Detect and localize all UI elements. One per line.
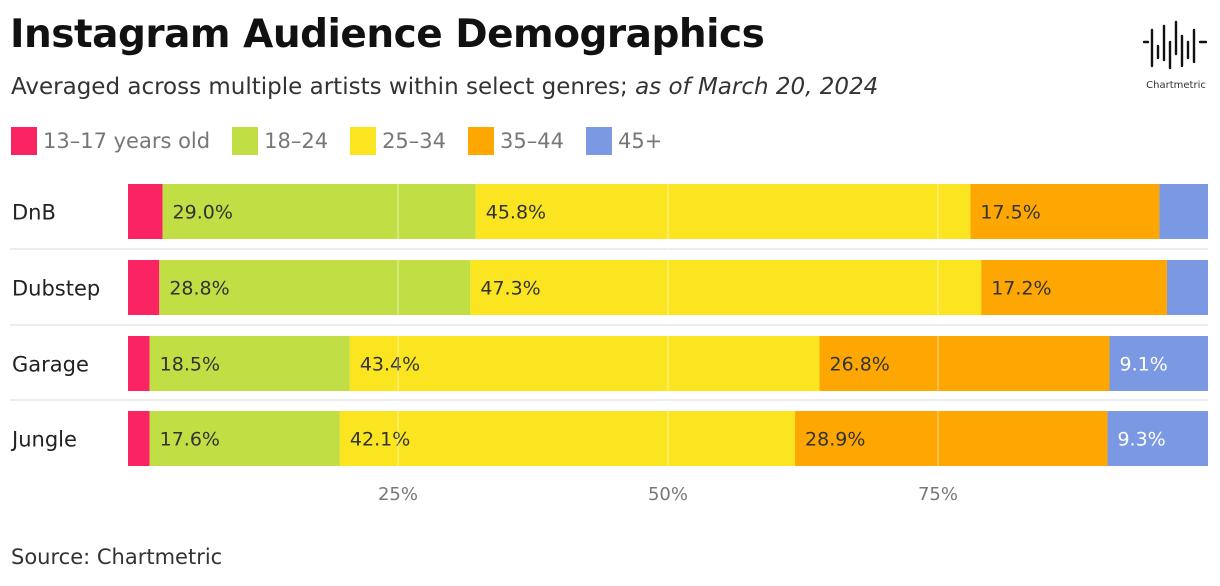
bar-segment — [819, 336, 1110, 391]
bar-segment — [1166, 260, 1208, 315]
legend-label: 35–44 — [500, 129, 564, 153]
data-label: 42.1% — [350, 429, 410, 451]
data-label: 17.5% — [980, 202, 1040, 224]
bar-segment — [970, 184, 1160, 239]
category-label: Garage — [12, 353, 89, 377]
legend-swatch — [11, 127, 37, 155]
legend-label: 25–34 — [382, 129, 447, 153]
bar-segment — [162, 184, 476, 239]
legend-swatch — [350, 127, 377, 155]
subtitle-main: Averaged across multiple artists within … — [11, 74, 636, 100]
category-label: Dubstep — [12, 277, 100, 301]
legend-item: 13–17 years old — [11, 127, 210, 155]
bar-segment — [1109, 336, 1208, 391]
legend-label: 18–24 — [264, 129, 329, 153]
data-label: 43.4% — [360, 354, 420, 376]
legend-label: 45+ — [617, 129, 663, 153]
bar-segment — [149, 411, 340, 466]
data-label: 17.6% — [160, 429, 220, 451]
data-label: 28.9% — [805, 429, 865, 451]
legend-swatch — [468, 127, 495, 155]
legend-swatch — [232, 127, 259, 155]
chartmetric-logo-icon — [1142, 20, 1208, 70]
bar-segment — [128, 260, 160, 315]
data-label: 9.3% — [1117, 429, 1165, 451]
bar-segment — [149, 336, 350, 391]
legend-item: 45+ — [585, 127, 663, 155]
bar-segment — [981, 260, 1167, 315]
data-label: 47.3% — [480, 278, 540, 300]
data-label: 29.0% — [173, 202, 233, 224]
x-tick-label: 50% — [648, 484, 688, 505]
data-label: 26.8% — [830, 354, 890, 376]
category-label: Jungle — [10, 428, 77, 452]
data-label: 18.5% — [160, 354, 220, 376]
bar-segment — [1107, 411, 1208, 466]
chart-title: Instagram Audience Demographics — [10, 12, 765, 57]
bar-segment — [128, 336, 150, 391]
legend-item: 35–44 — [468, 127, 564, 155]
legend-item: 18–24 — [232, 127, 328, 155]
legend-item: 25–34 — [350, 127, 446, 155]
legend-swatch — [585, 127, 612, 155]
bar-segment — [470, 260, 982, 315]
legend-label: 13–17 years old — [43, 129, 211, 153]
chart-subtitle: Averaged across multiple artists within … — [11, 74, 878, 100]
data-label: 28.8% — [169, 278, 229, 300]
bar-segment — [128, 411, 150, 466]
bar-segment — [128, 184, 163, 239]
category-label: DnB — [12, 201, 56, 225]
bar-segment — [159, 260, 471, 315]
subtitle-date: as of March 20, 2024 — [635, 74, 879, 100]
x-tick-label: 25% — [378, 484, 418, 505]
data-label: 45.8% — [486, 202, 546, 224]
bar-segment — [795, 411, 1108, 466]
source-note: Source: Chartmetric — [11, 545, 223, 569]
x-tick-label: 75% — [918, 484, 958, 505]
bar-segment — [349, 336, 820, 391]
bar-segment — [339, 411, 796, 466]
legend: 13–17 years old 18–24 25–34 35–44 45+ — [11, 127, 684, 155]
bar-segment — [1159, 184, 1208, 239]
bar-segment — [475, 184, 971, 239]
logo-text: Chartmetric — [1146, 80, 1206, 91]
data-label: 9.1% — [1120, 354, 1168, 376]
data-label: 17.2% — [991, 278, 1051, 300]
